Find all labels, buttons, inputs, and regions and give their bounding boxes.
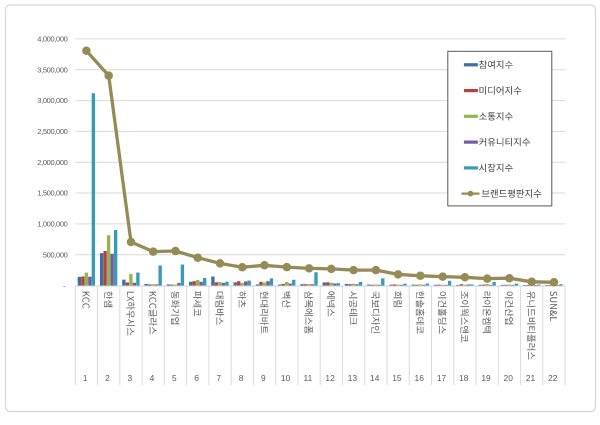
svg-text:21: 21 [526,373,536,383]
svg-text:17: 17 [437,373,447,383]
svg-text:1: 1 [83,373,88,383]
svg-text:9: 9 [261,373,266,383]
svg-text:3,500,000: 3,500,000 [37,65,67,74]
svg-text:15: 15 [392,373,402,383]
svg-text:4: 4 [150,373,155,383]
svg-text:1,500,000: 1,500,000 [37,189,67,198]
svg-text:13: 13 [348,373,358,383]
svg-text:19: 19 [481,373,491,383]
svg-text:7: 7 [216,373,221,383]
svg-text:16: 16 [415,373,425,383]
svg-text:22: 22 [548,373,558,383]
svg-text:2,500,000: 2,500,000 [37,127,67,136]
svg-text:3,000,000: 3,000,000 [37,96,67,105]
svg-text:3: 3 [127,373,132,383]
svg-text:10: 10 [281,373,291,383]
svg-text:2: 2 [105,373,110,383]
svg-text:12: 12 [325,373,335,383]
svg-text:2,000,000: 2,000,000 [37,158,67,167]
svg-text:1,000,000: 1,000,000 [37,220,67,229]
svg-text:500,000: 500,000 [43,250,68,259]
svg-text:11: 11 [304,373,313,383]
svg-text:8: 8 [239,373,244,383]
svg-text:6: 6 [194,373,199,383]
svg-text:4,000,000: 4,000,000 [37,35,67,44]
svg-text:14: 14 [370,373,380,383]
svg-text:20: 20 [504,373,514,383]
svg-text:5: 5 [172,373,177,383]
svg-text:18: 18 [459,373,469,383]
